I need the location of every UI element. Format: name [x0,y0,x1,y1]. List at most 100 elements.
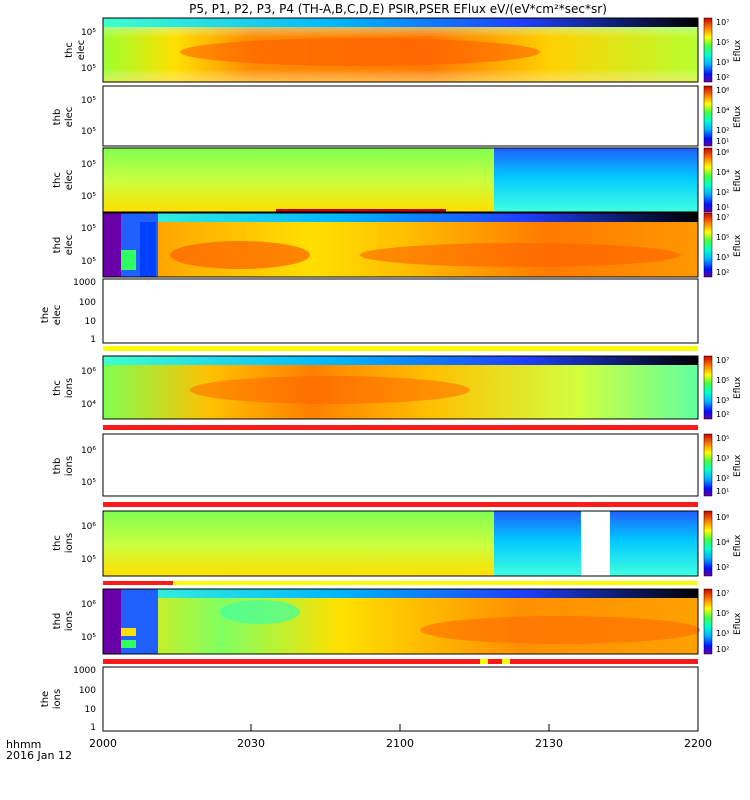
colorbar-eflux-labels: Eflux Eflux Eflux Eflux Eflux Eflux Eflu… [733,39,743,635]
svg-text:Eflux: Eflux [733,534,743,557]
svg-text:10⁵: 10⁵ [81,160,96,170]
svg-text:10⁶: 10⁶ [716,148,729,157]
svg-text:thd: thd [52,613,63,630]
svg-text:10⁷: 10⁷ [716,589,729,598]
x-tick-label: 2100 [386,737,414,750]
svg-text:10⁵: 10⁵ [81,192,96,202]
panel-thb-ions: thb ions [52,433,699,507]
svg-text:10³: 10³ [716,454,729,463]
time-unit-label: hhmm [6,738,41,751]
svg-text:10²: 10² [716,73,729,82]
y-tick-labels: 10⁵ 10⁵ 10⁵ 10⁵ 10⁵ 10⁵ 10⁵ 10⁵ 1000 100… [73,28,96,733]
svg-text:10²: 10² [716,126,729,135]
svg-text:10¹: 10¹ [716,487,729,496]
svg-text:the: the [40,691,51,707]
svg-text:10²: 10² [716,563,729,572]
svg-text:10⁵: 10⁵ [81,555,96,565]
x-tick-label: 2130 [535,737,563,750]
svg-text:100: 100 [79,298,96,308]
svg-text:10⁶: 10⁶ [81,600,96,610]
x-tick-label: 2200 [684,737,712,750]
svg-text:100: 100 [79,686,96,696]
svg-text:10⁵: 10⁵ [81,633,96,643]
svg-text:thd: thd [52,237,63,254]
flag-bar [103,502,698,507]
svg-text:elec: elec [64,107,75,128]
svg-text:ions: ions [52,689,63,709]
svg-text:10⁵: 10⁵ [81,64,96,74]
panel-thc-ions: thc ions [52,355,699,430]
panel-the-elec: the elec [40,278,699,351]
svg-text:10³: 10³ [716,58,729,67]
svg-text:Eflux: Eflux [733,376,743,399]
svg-text:10²: 10² [716,188,729,197]
svg-text:10: 10 [85,705,97,715]
svg-text:10¹: 10¹ [716,203,729,212]
svg-text:10⁶: 10⁶ [81,446,96,456]
panel-thd-ions: thd ions [52,588,700,664]
panel-label: thc [64,42,75,58]
svg-text:10²: 10² [716,474,729,483]
panel-the-ions: the ions [40,666,699,732]
svg-text:10: 10 [85,317,97,327]
svg-text:Eflux: Eflux [733,234,743,257]
svg-text:10¹: 10¹ [716,137,729,146]
svg-text:10⁶: 10⁶ [716,86,729,95]
svg-text:10²: 10² [716,645,729,654]
svg-text:10⁵: 10⁵ [716,233,729,242]
svg-text:10⁵: 10⁵ [716,609,729,618]
svg-text:10⁵: 10⁵ [81,478,96,488]
svg-text:elec: elec [64,235,75,256]
panel-thc-elec-top: thc elec [64,17,699,83]
svg-text:1: 1 [90,335,96,345]
svg-text:10³: 10³ [716,629,729,638]
svg-text:1000: 1000 [73,666,96,676]
flag-bar [103,425,698,430]
svg-text:1: 1 [90,723,96,733]
svg-text:10⁵: 10⁵ [716,434,729,443]
panel-thd-elec: thd elec [52,212,699,278]
svg-text:10⁷: 10⁷ [716,213,729,222]
flag-bar [103,346,698,351]
svg-text:10⁶: 10⁶ [81,522,96,532]
svg-text:10⁴: 10⁴ [716,538,729,547]
svg-text:Eflux: Eflux [733,169,743,192]
flag-bar [103,581,698,585]
svg-text:10³: 10³ [716,396,729,405]
svg-text:10⁵: 10⁵ [81,224,96,234]
colorbar-labels: 10⁷ 10⁵ 10³ 10² 10⁶ 10⁴ 10² 10¹ 10⁶ 10⁴ 10² 10¹ 1… [716,18,729,654]
svg-text:thc: thc [52,535,63,551]
svg-text:thb: thb [52,458,63,475]
svg-text:10³: 10³ [716,253,729,262]
data-gap [581,511,610,576]
svg-text:1000: 1000 [73,278,96,288]
svg-text:Eflux: Eflux [733,612,743,635]
svg-text:the: the [40,307,51,323]
svg-text:10⁶: 10⁶ [716,513,729,522]
panel-thc-elec: thc elec [52,147,699,213]
date-label: 2016 Jan 12 [6,749,72,762]
figure-title: P5, P1, P2, P3, P4 (TH-A,B,C,D,E) PSIR,P… [189,2,607,16]
panel-thb-elec: thb elec [52,85,699,147]
svg-text:elec: elec [64,170,75,191]
svg-text:10⁴: 10⁴ [716,168,729,177]
svg-text:thc: thc [52,172,63,188]
flag-bar [103,659,698,664]
svg-text:10²: 10² [716,268,729,277]
svg-text:Eflux: Eflux [733,39,743,62]
svg-text:10⁶: 10⁶ [81,367,96,377]
svg-text:ions: ions [64,533,75,553]
svg-text:Eflux: Eflux [733,454,743,477]
svg-text:elec: elec [52,305,63,326]
svg-text:ions: ions [64,611,75,631]
svg-text:10⁵: 10⁵ [81,28,96,38]
x-tick-label: 2030 [237,737,265,750]
colorbars [703,17,713,655]
x-tick-label: 2000 [89,737,117,750]
svg-text:ions: ions [64,378,75,398]
x-axis [102,724,699,731]
svg-text:ions: ions [64,456,75,476]
svg-text:10⁵: 10⁵ [716,38,729,47]
svg-text:thc: thc [52,380,63,396]
